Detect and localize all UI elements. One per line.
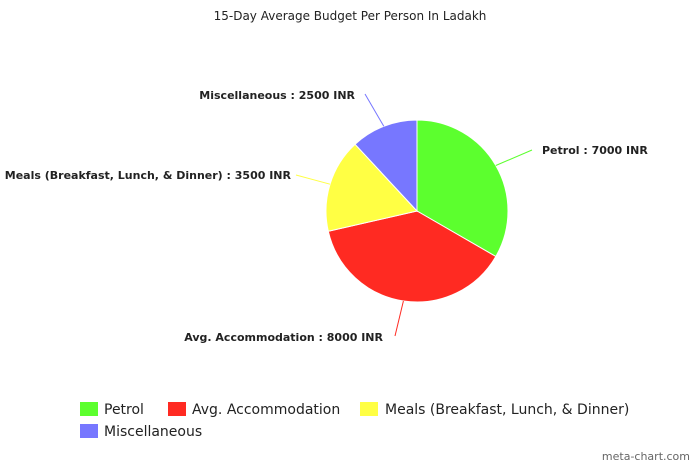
watermark: meta-chart.com [602,450,690,463]
data-label-accommodation: Avg. Accommodation : 8000 INR [184,331,383,344]
legend-swatch-miscellaneous [80,424,98,438]
legend-swatch-petrol [80,402,98,416]
data-labels: Petrol : 7000 INR Avg. Accommodation : 8… [5,89,649,344]
data-label-petrol: Petrol : 7000 INR [542,144,648,157]
pie-slice-accommodation [327,210,497,303]
leader-line-miscellaneous [364,93,385,127]
legend-label-accommodation: Avg. Accommodation [192,402,340,418]
pie-slice-miscellaneous [354,119,418,213]
chart-title: 15-Day Average Budget Per Person In Lada… [214,9,487,23]
leader-line-petrol [495,149,533,166]
legend-label-petrol: Petrol [104,402,144,418]
label-leaders [295,93,533,337]
legend-label-miscellaneous: Miscellaneous [104,424,202,440]
pie-slice-meals [325,143,418,232]
legend-swatch-accommodation [168,402,186,416]
legend-swatch-meals [360,402,378,416]
pie-slices [325,119,509,303]
data-label-meals: Meals (Breakfast, Lunch, & Dinner) : 350… [5,169,292,182]
legend: Petrol Avg. Accommodation Meals (Breakfa… [80,402,629,440]
data-label-miscellaneous: Miscellaneous : 2500 INR [199,89,355,102]
leader-line-accommodation [394,300,404,337]
leader-line-meals [295,174,331,185]
legend-label-meals: Meals (Breakfast, Lunch, & Dinner) [385,402,629,418]
